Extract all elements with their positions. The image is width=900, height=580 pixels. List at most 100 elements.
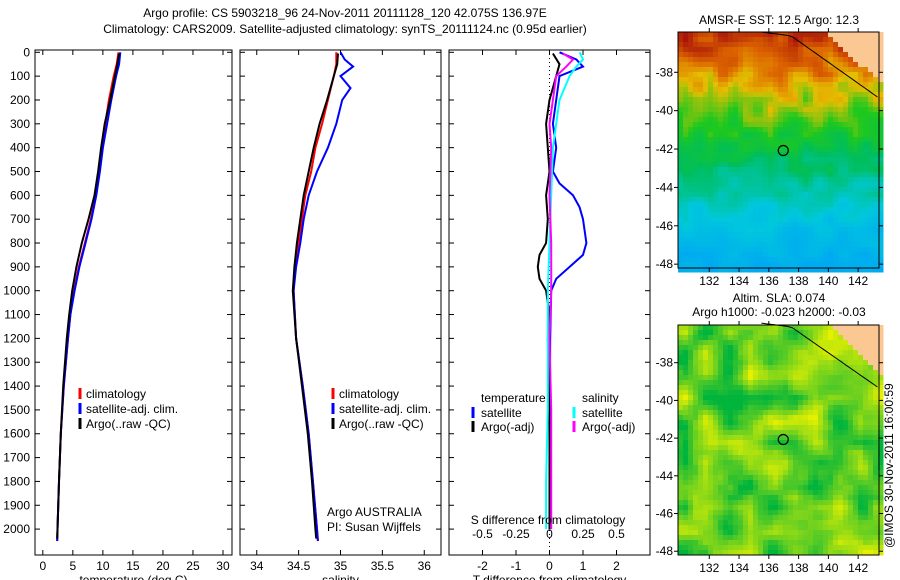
map-cell: [843, 395, 849, 401]
map-cell: [768, 187, 774, 193]
map-cell: [773, 525, 779, 531]
map-cell: [868, 222, 874, 228]
map-cell: [838, 112, 844, 118]
map-cell: [793, 227, 799, 233]
map-cell: [743, 147, 749, 153]
map-cell: [803, 490, 809, 496]
map-cell: [748, 360, 754, 366]
map-cell: [683, 480, 689, 486]
map-cell: [788, 192, 794, 198]
map-cell: [758, 340, 764, 346]
map-cell: [748, 355, 754, 361]
map-cell: [678, 410, 684, 416]
map-cell: [868, 47, 874, 53]
map-cell: [803, 197, 809, 203]
map-cell: [718, 470, 724, 476]
map-cell: [848, 545, 854, 551]
map-cell: [718, 217, 724, 223]
map-cell: [788, 355, 794, 361]
map-cell: [733, 335, 739, 341]
map-cell: [788, 445, 794, 451]
map-cell: [698, 445, 704, 451]
map-cell: [743, 167, 749, 173]
map-cell: [798, 430, 804, 436]
map-cell: [708, 535, 714, 541]
map-cell: [833, 525, 839, 531]
map-cell: [813, 500, 819, 506]
map-cell: [738, 345, 744, 351]
map-cell: [708, 42, 714, 48]
map-cell: [713, 365, 719, 371]
map-cell: [748, 77, 754, 83]
map-cell: [688, 460, 694, 466]
map-cell: [853, 495, 859, 501]
map-cell: [688, 480, 694, 486]
map-cell: [733, 470, 739, 476]
map-cell: [863, 520, 869, 526]
map-cell: [853, 87, 859, 93]
map-cell: [858, 415, 864, 421]
map-cell: [818, 350, 824, 356]
map-cell: [793, 470, 799, 476]
map-cell: [678, 207, 684, 213]
map-cell: [678, 152, 684, 158]
map-cell: [688, 345, 694, 351]
map-cell: [718, 515, 724, 521]
map-cell: [848, 187, 854, 193]
map-cell: [738, 460, 744, 466]
map-cell: [693, 420, 699, 426]
map-cell: [813, 550, 819, 556]
map-cell: [838, 410, 844, 416]
map-cell: [808, 117, 814, 123]
map-cell: [848, 535, 854, 541]
map-cell: [693, 32, 699, 38]
map-cell: [823, 485, 829, 491]
map-cell: [868, 505, 874, 511]
map-cell: [693, 460, 699, 466]
map-cell: [818, 117, 824, 123]
map-cell: [823, 232, 829, 238]
map-cell: [773, 157, 779, 163]
map-cell: [708, 72, 714, 78]
map-cell: [688, 420, 694, 426]
map-cell: [738, 420, 744, 426]
map-cell: [788, 122, 794, 128]
map-cell: [728, 425, 734, 431]
map-cell: [788, 72, 794, 78]
map-cell: [838, 465, 844, 471]
map-cell: [753, 395, 759, 401]
map-cell: [863, 515, 869, 521]
map-cell: [708, 97, 714, 103]
map-cell: [683, 167, 689, 173]
map-cell: [723, 72, 729, 78]
map-cell: [683, 57, 689, 63]
map-cell: [878, 52, 884, 58]
map-cell: [828, 107, 834, 113]
map-cell: [733, 540, 739, 546]
map-cell: [773, 187, 779, 193]
map-cell: [878, 375, 884, 381]
map-cell: [768, 177, 774, 183]
map-cell: [728, 350, 734, 356]
map-cell: [848, 67, 854, 73]
map-cell: [818, 72, 824, 78]
map-cell: [783, 345, 789, 351]
map-cell: [693, 480, 699, 486]
map-cell: [798, 405, 804, 411]
map-cell: [788, 262, 794, 268]
map-cell: [728, 207, 734, 213]
map-cell: [823, 440, 829, 446]
map-cell: [758, 385, 764, 391]
lon-tick-label: 140: [818, 274, 838, 288]
map-cell: [733, 390, 739, 396]
map-cell: [723, 202, 729, 208]
map-cell: [778, 400, 784, 406]
map-cell: [823, 375, 829, 381]
map-cell: [823, 162, 829, 168]
map-cell: [768, 242, 774, 248]
map-cell: [798, 122, 804, 128]
map-cell: [763, 57, 769, 63]
map-cell: [833, 77, 839, 83]
map-cell: [738, 242, 744, 248]
map-cell: [798, 212, 804, 218]
